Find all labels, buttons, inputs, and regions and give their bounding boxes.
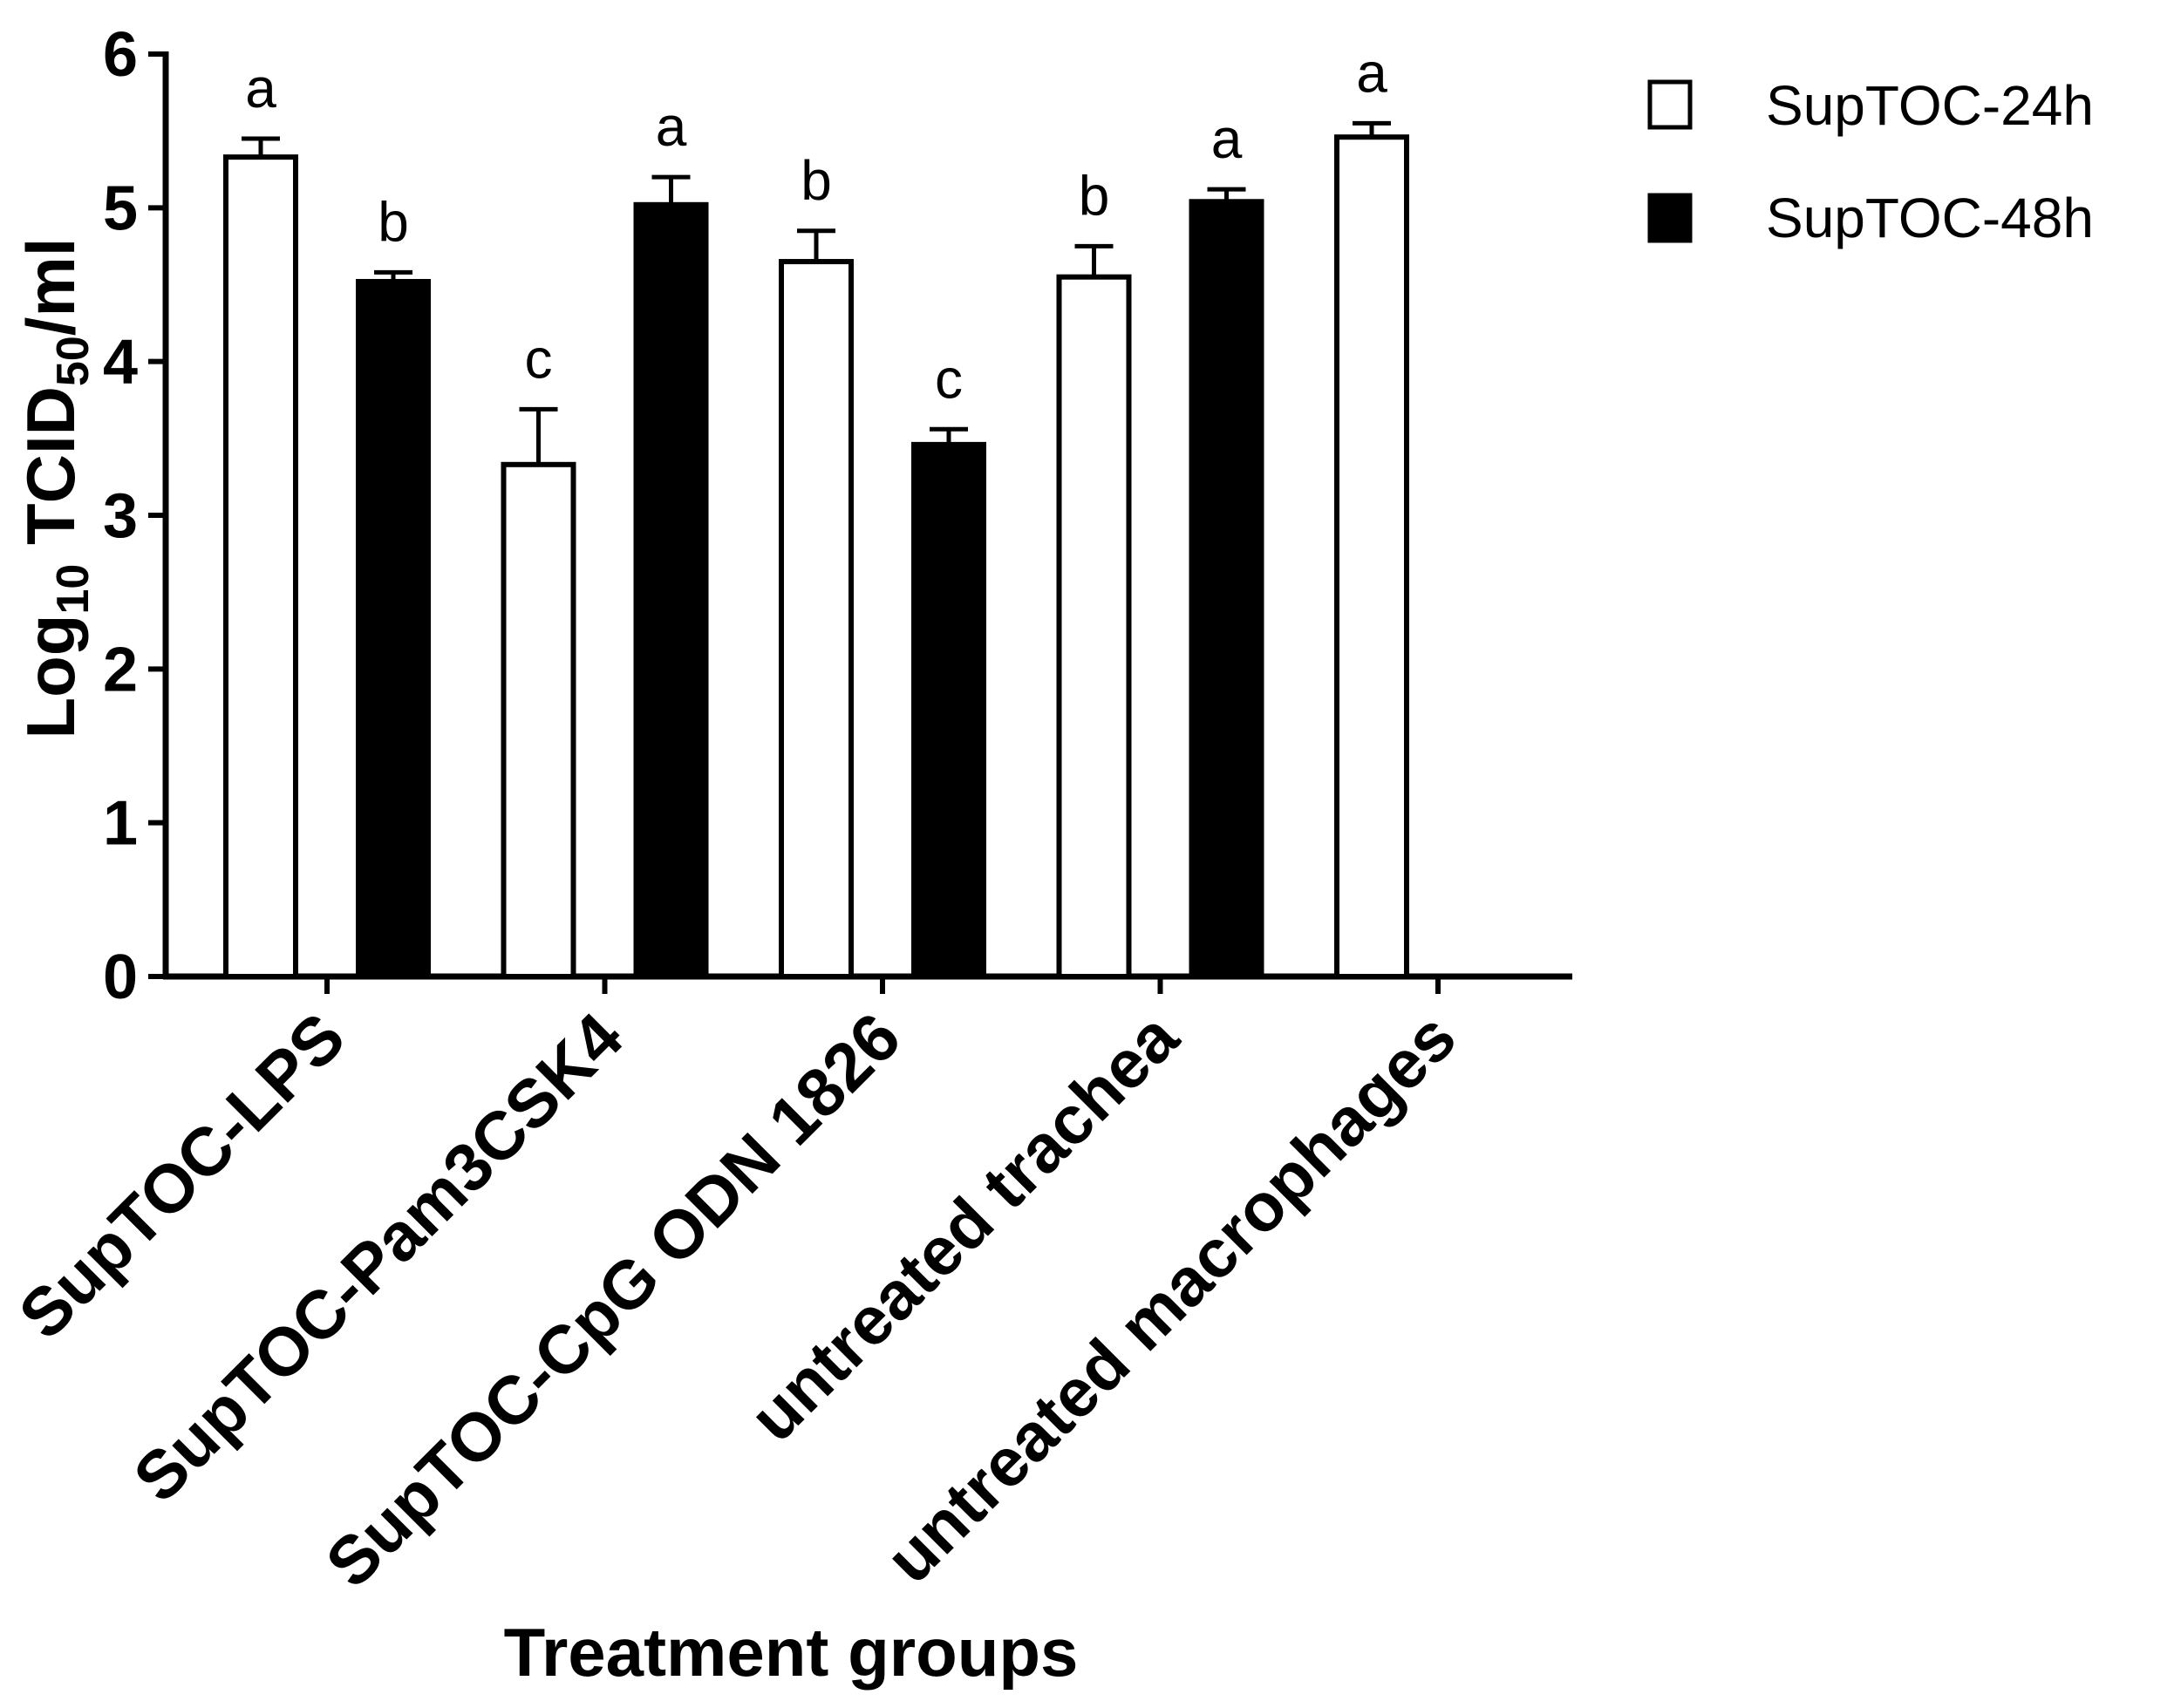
x-tick-label: untreated macrophages bbox=[871, 998, 1470, 1597]
y-axis-ticks: 0 1 2 3 4 5 6 bbox=[103, 20, 166, 1012]
legend: SupTOC-24h SupTOC-48h bbox=[1647, 74, 2094, 249]
significance-letter: c bbox=[935, 347, 963, 410]
legend-label-48h: SupTOC-48h bbox=[1766, 187, 2094, 249]
significance-letter: c bbox=[525, 327, 553, 390]
significance-letter: a bbox=[245, 57, 276, 119]
y-tick-label: 1 bbox=[103, 789, 138, 859]
bar-48h bbox=[356, 278, 431, 979]
x-axis-title: Treatment groups bbox=[504, 1614, 1079, 1691]
legend-swatch-24h bbox=[1647, 79, 1693, 130]
y-axis-title-tail: /ml bbox=[12, 238, 89, 337]
y-tick-label: 5 bbox=[103, 174, 138, 243]
bar-24h bbox=[1056, 274, 1132, 979]
y-tick-label: 6 bbox=[103, 20, 138, 90]
significance-letter: b bbox=[378, 190, 409, 253]
bar-48h bbox=[1189, 199, 1264, 979]
y-tick-label: 3 bbox=[103, 481, 138, 551]
significance-letter: a bbox=[1356, 41, 1387, 104]
significance-letter: a bbox=[656, 95, 687, 158]
x-tick-label: SupTOC-Pam3CSK4 bbox=[119, 998, 637, 1516]
bars: a b c a b c b a a bbox=[223, 41, 1409, 980]
bar-24h bbox=[223, 154, 298, 980]
x-tick-label: SupTOC-CpG ODN 1826 bbox=[310, 998, 915, 1603]
bar-48h bbox=[633, 201, 709, 980]
y-tick-label: 2 bbox=[103, 635, 138, 704]
y-tick-label: 0 bbox=[103, 942, 138, 1012]
y-axis-title-sub2: 50 bbox=[48, 336, 99, 386]
significance-letter: b bbox=[801, 149, 832, 212]
bar-48h bbox=[911, 441, 986, 979]
bar-24h bbox=[1334, 134, 1409, 980]
bar-24h bbox=[501, 461, 576, 979]
y-axis-title-mid: TCID bbox=[12, 386, 89, 564]
bar-24h bbox=[779, 259, 854, 979]
legend-label-24h: SupTOC-24h bbox=[1766, 74, 2094, 137]
significance-letter: b bbox=[1079, 164, 1110, 227]
legend-swatch-48h bbox=[1647, 193, 1693, 243]
y-axis-title-main: Log bbox=[12, 615, 89, 739]
y-axis-title: Log10 TCID50/ml bbox=[12, 238, 99, 739]
significance-letter: a bbox=[1211, 107, 1243, 170]
y-axis-title-sub1: 10 bbox=[48, 564, 99, 615]
y-tick-label: 4 bbox=[103, 328, 138, 398]
